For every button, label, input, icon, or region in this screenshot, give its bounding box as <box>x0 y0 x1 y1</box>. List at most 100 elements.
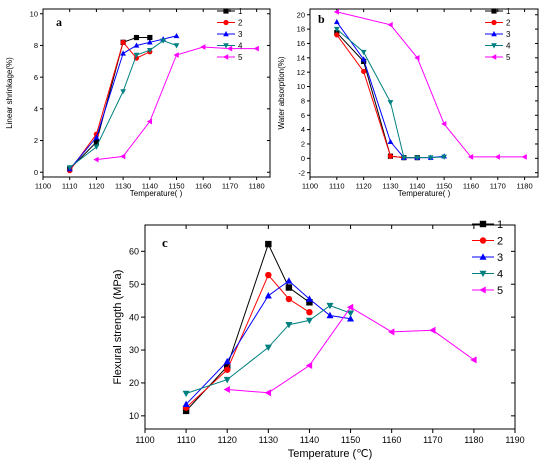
panel-b-label: b <box>318 12 325 26</box>
panel-c-legend-marker-1 <box>479 220 487 228</box>
panel-a-y-tick-label: 6 <box>34 73 38 82</box>
panel-c-series-3-point <box>264 292 272 299</box>
panel-c-x-tick-label: 1180 <box>464 435 483 445</box>
panel-c-legend-marker-2 <box>479 237 487 244</box>
panel-c-y-tick-label: 10 <box>129 411 139 421</box>
panel-a-series-4-point <box>93 144 100 150</box>
panel-c-x-tick-label: 1120 <box>218 435 237 445</box>
panel-c-series-4-point <box>182 390 190 398</box>
panel-c-series-3-point <box>347 315 355 322</box>
panel-b-y-tick-label: 20 <box>297 10 305 19</box>
panel-b-x-tick-label: 1110 <box>329 182 345 191</box>
chart-panel-c: 1100 1110 1120 1130 1140 1150 1160 1170 1180 1190… <box>112 219 525 460</box>
panel-b-series-2-line <box>336 34 418 159</box>
chart-panel-a: 1100 1110 1120 1130 1140 1150 1160 1170 1180 0 2 4 6… <box>5 7 271 198</box>
panel-c-series-5-point <box>346 303 354 311</box>
panel-a-series-5-point <box>93 156 99 163</box>
panel-b-series-4-point <box>360 49 367 56</box>
panel-a-series-5-point <box>200 44 206 50</box>
panel-a-series-5-point <box>173 52 179 58</box>
panel-c-legend-entry-2: 2 <box>497 235 503 247</box>
panel-b-legend-entry-5: 5 <box>506 53 511 62</box>
panel-c-legend-entry-1: 1 <box>497 219 503 231</box>
panel-c-series-5-point <box>429 326 436 334</box>
panel-b-legend-marker-5 <box>491 54 497 60</box>
panel-b-series-2-point <box>361 68 367 75</box>
panel-a-series-5 <box>93 44 259 163</box>
panel-c-legend-marker-4 <box>479 270 487 278</box>
panel-a-series-1 <box>67 34 153 172</box>
panel-c-series-5-point <box>223 385 230 394</box>
panel-a-y-tick-label: 10 <box>30 9 38 18</box>
panel-c-series-4 <box>182 302 355 398</box>
panel-c-plot-frame <box>144 224 516 430</box>
panel-a-legend-marker-5 <box>223 54 229 60</box>
panel-b-series-2 <box>334 32 420 161</box>
panel-b-series-4-line <box>336 28 445 159</box>
panel-c-series-1 <box>182 240 313 415</box>
panel-b-y-tick-label: 14 <box>297 53 305 62</box>
panel-a-y-tick-label: 0 <box>34 168 38 177</box>
panel-c-series-4-point <box>347 310 355 317</box>
panel-b-series-4-point <box>414 155 421 161</box>
panel-b-series-5-point <box>333 9 340 15</box>
chart-panel-b: 1100 1110 1120 1130 1140 1150 1160 1170 1180 -2 0 2… <box>277 7 539 198</box>
panel-b-x-tick-label: 1140 <box>409 182 425 191</box>
panel-c-x-tick-label: 1190 <box>505 435 524 445</box>
panel-b-series-4-point <box>387 100 394 106</box>
panel-c-series-3 <box>182 277 355 408</box>
panel-a-series-4-point <box>146 47 153 54</box>
panel-a-series-3-point <box>133 42 140 48</box>
panel-a-series-1-point <box>147 34 153 41</box>
panel-a-series-4-point <box>160 38 167 44</box>
panel-a-legend-entry-5: 5 <box>238 53 243 62</box>
panel-c-series-4-point <box>285 321 293 329</box>
panel-a-series-3-point <box>120 50 126 56</box>
panel-b-series-5-point <box>521 154 527 160</box>
panel-b-legend-entry-3: 3 <box>506 30 511 39</box>
panel-b-series-4 <box>333 26 447 161</box>
panel-c-series-5-point <box>305 361 313 370</box>
panel-b-y-tick-label: 8 <box>301 97 305 106</box>
panel-c-series-2-point <box>285 295 293 303</box>
panel-b-series-5-point <box>494 154 500 160</box>
panel-b-series-3-point <box>387 138 394 145</box>
panel-b-y-tick-label: 4 <box>301 125 305 134</box>
panel-c-series-2 <box>182 271 313 411</box>
panel-a-series-5-line <box>96 46 257 161</box>
panel-b-y-tick-label: 2 <box>301 140 305 149</box>
panel-c-x-axis-title: Temperature (℃) <box>288 448 373 460</box>
panel-a-series-2-point <box>120 39 126 45</box>
panel-c-series-3-point <box>182 400 190 408</box>
panel-b-legend: 1 2 3 4 5 <box>485 7 511 62</box>
panel-c-legend-entry-4: 4 <box>497 268 503 280</box>
panel-b-y-tick-label: 12 <box>297 68 305 77</box>
panel-b-y-tick-label: 6 <box>301 111 305 120</box>
panel-c-legend-marker-5 <box>479 286 486 294</box>
panel-a-series-4-point <box>133 52 140 58</box>
panel-a-legend-marker-4 <box>223 43 229 49</box>
panel-c-legend-entry-3: 3 <box>497 252 503 264</box>
panel-c-x-tick-label: 1150 <box>341 435 360 445</box>
panel-c-series-5-point <box>470 356 477 364</box>
panel-a-legend-entry-4: 4 <box>238 41 243 50</box>
panel-b-y-tick-label: 18 <box>297 25 305 34</box>
panel-b-legend-marker-1 <box>491 8 497 14</box>
panel-a-legend: 1 2 3 4 5 <box>217 7 243 62</box>
panel-a-x-axis-title: Temperature( ) <box>130 189 183 198</box>
panel-a-x-tick-label: 1120 <box>88 182 104 191</box>
panel-b-y-tick-label: -2 <box>298 168 305 177</box>
panel-a-series-2-line <box>69 41 151 171</box>
panel-a-y-tick-label: 8 <box>34 41 38 50</box>
panel-a-legend-marker-1 <box>223 8 229 14</box>
panel-a-series-4-point <box>120 89 126 95</box>
panel-b-x-tick-label: 1150 <box>436 182 452 191</box>
panel-a-y-axis-title: Linear shrinkage(%) <box>5 57 14 129</box>
panel-b-y-axis-title: Water absorption(%) <box>277 56 286 129</box>
panel-c-series-2-point <box>265 271 272 279</box>
panel-c-series-4-point <box>305 317 313 325</box>
panel-a-series-4-point <box>66 165 73 171</box>
panel-b-legend-entry-4: 4 <box>506 41 511 50</box>
panel-b-series-2-point <box>387 153 394 159</box>
